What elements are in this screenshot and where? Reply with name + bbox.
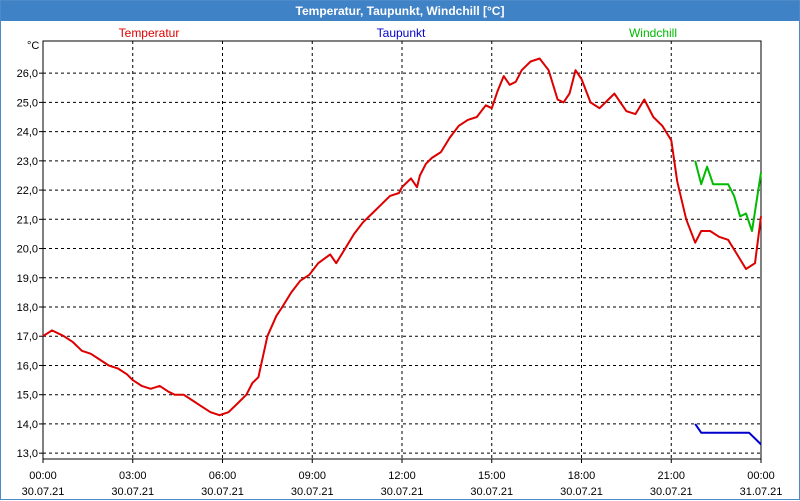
- x-tick-time-label: 15:00: [478, 470, 506, 482]
- x-tick-date-label: 30.07.21: [381, 486, 424, 498]
- plot-frame: [42, 40, 762, 460]
- x-tick-time-label: 18:00: [568, 470, 596, 482]
- x-tick-date-label: 30.07.21: [291, 486, 334, 498]
- y-tick-label: 16,0: [17, 360, 38, 372]
- legend-taupunkt: Taupunkt: [377, 26, 426, 40]
- axis-layer: [39, 40, 762, 463]
- series-layer: [42, 57, 762, 446]
- y-tick-label: 15,0: [17, 390, 38, 402]
- y-tick-label: 19,0: [17, 273, 38, 285]
- y-tick-label: 13,0: [17, 448, 38, 460]
- y-tick-label: 22,0: [17, 185, 38, 197]
- label-layer: 13,0 14,0 15,0 16,0 17,0 18,0 19,0 20,0 21,0 22,0…: [17, 68, 783, 498]
- x-tick-time-label: 03:00: [119, 470, 147, 482]
- x-tick-date-label: 30.07.21: [111, 486, 154, 498]
- x-tick-time-label: 00:00: [29, 470, 57, 482]
- y-tick-label: 14,0: [17, 419, 38, 431]
- x-tick-date-label: 30.07.21: [470, 486, 513, 498]
- series-line-temperatur: [42, 57, 762, 417]
- y-tick-label: 25,0: [17, 97, 38, 109]
- series-line-taupunkt: [694, 423, 762, 446]
- y-tick-label: 26,0: [17, 68, 38, 80]
- x-tick-time-label: 09:00: [298, 470, 326, 482]
- x-tick-date-label: 30.07.21: [560, 486, 603, 498]
- y-tick-label: 24,0: [17, 127, 38, 139]
- x-tick-time-label: 06:00: [209, 470, 237, 482]
- legend-temperatur: Temperatur: [119, 26, 180, 40]
- y-tick-label: 21,0: [17, 214, 38, 226]
- x-tick-time-label: 12:00: [388, 470, 416, 482]
- series-line-windchill: [694, 160, 762, 232]
- x-tick-date-label: 31.07.21: [740, 486, 783, 498]
- x-tick-date-label: 30.07.21: [201, 486, 244, 498]
- y-tick-label: 23,0: [17, 156, 38, 168]
- y-tick-label: 17,0: [17, 331, 38, 343]
- grid-layer: [42, 41, 762, 459]
- y-tick-label: 18,0: [17, 302, 38, 314]
- x-tick-time-label: 00:00: [747, 470, 775, 482]
- title-bar: Temperatur, Taupunkt, Windchill [°C]: [1, 1, 799, 21]
- y-tick-label: 20,0: [17, 244, 38, 256]
- x-tick-date-label: 30.07.21: [650, 486, 693, 498]
- y-unit-label: °C: [27, 40, 39, 52]
- x-tick-time-label: 21:00: [657, 470, 685, 482]
- x-tick-date-label: 30.07.21: [22, 486, 65, 498]
- legend-windchill: Windchill: [629, 26, 677, 40]
